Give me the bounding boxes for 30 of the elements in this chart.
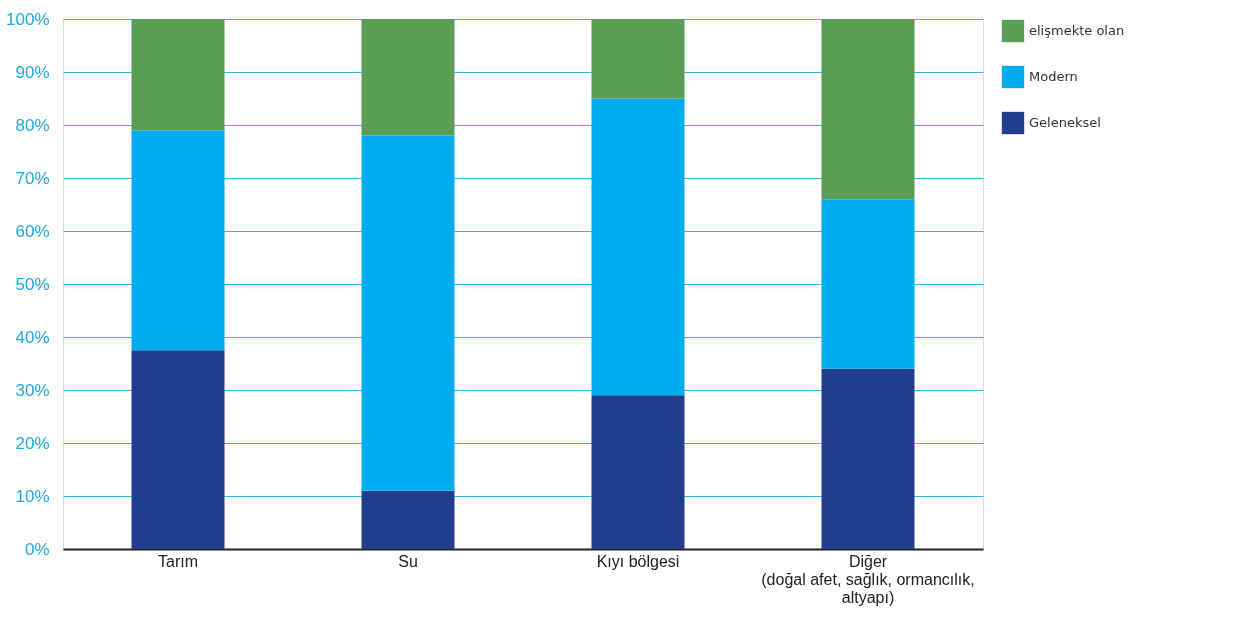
x-tick-label: Diğer (doğal afet, sağlık, ormancılık, altyapı) [761, 552, 975, 606]
bar [131, 19, 225, 131]
x-tick-label: Kıyı bölgesi [596, 552, 680, 570]
bar [821, 19, 915, 200]
bar [821, 199, 915, 369]
y-tick-label: 40% [15, 327, 50, 347]
bar [361, 135, 455, 491]
x-tick-label: Tarım [158, 552, 198, 570]
bar [591, 19, 685, 99]
bar [361, 490, 455, 549]
y-tick-label: 70% [15, 168, 50, 188]
legend-label: elişmekte olan [1029, 23, 1125, 38]
y-tick-label: 60% [15, 221, 50, 241]
y-tick-label: 80% [15, 115, 50, 135]
legend-label: Modern [1029, 69, 1078, 84]
bar [131, 130, 225, 351]
y-tick-label: 30% [15, 380, 50, 400]
legend-label: Geleneksel [1029, 115, 1101, 130]
bar [131, 350, 225, 549]
x-tick-label: Su [398, 552, 418, 570]
bar [591, 395, 685, 549]
y-tick-label: 20% [15, 433, 50, 453]
y-tick-label: 100% [6, 9, 50, 29]
y-tick-label: 90% [15, 62, 50, 82]
bar [821, 368, 915, 549]
y-tick-label: 50% [15, 274, 50, 294]
y-tick-label: 0% [24, 539, 50, 559]
bar [361, 19, 455, 136]
bar [591, 98, 685, 396]
y-tick-label: 10% [15, 486, 50, 506]
